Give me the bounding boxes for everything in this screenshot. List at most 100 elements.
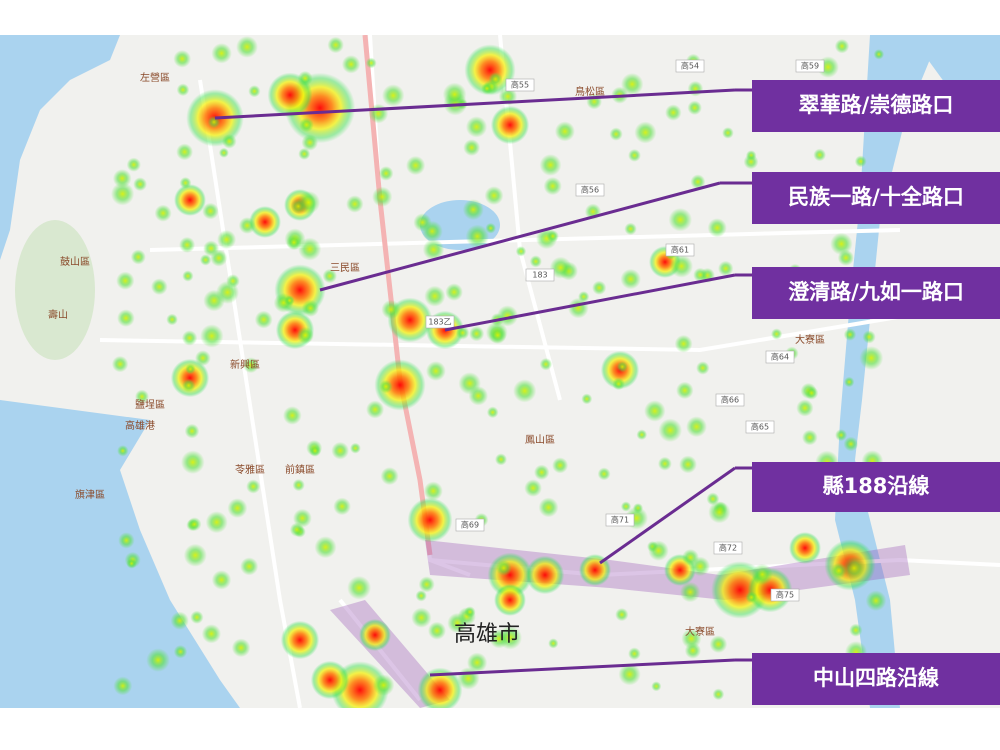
heat-spot	[243, 357, 259, 374]
heat-spot	[539, 358, 553, 371]
heat-spot	[117, 445, 129, 457]
heat-spot	[616, 361, 628, 373]
heat-spot	[534, 464, 550, 480]
heat-spot	[379, 380, 393, 394]
road-label: 183	[532, 271, 547, 280]
heat-spot	[628, 149, 641, 162]
heat-spot	[254, 310, 273, 329]
heat-spot	[873, 49, 885, 60]
road-sign	[605, 513, 635, 527]
heat-spot	[368, 103, 389, 124]
heat-spot	[154, 204, 172, 222]
heat-spot	[301, 299, 320, 317]
heat-spot	[413, 213, 432, 232]
callout-label: 中山四路沿線	[813, 666, 939, 690]
heat-spot	[581, 393, 593, 405]
district-label: 前鎮區	[285, 463, 315, 476]
district-label: 壽山	[48, 308, 68, 321]
heat-spot	[249, 206, 281, 238]
heat-spot	[347, 575, 371, 600]
heat-spot	[359, 619, 391, 651]
heat-spot	[374, 359, 426, 411]
heat-spot	[524, 479, 542, 497]
heat-spot	[184, 423, 200, 439]
heat-spot	[447, 612, 468, 634]
heat-spot	[378, 166, 394, 181]
road-sign	[665, 243, 695, 257]
heat-spot	[118, 532, 135, 549]
heat-spot	[708, 501, 731, 524]
heat-spot	[513, 379, 537, 403]
heat-spot	[174, 184, 206, 216]
heat-spot	[468, 386, 488, 406]
heat-spot	[170, 358, 210, 398]
road-sign	[455, 518, 485, 532]
district-label: 新興區	[230, 358, 260, 371]
heat-spot	[365, 57, 377, 69]
heat-spot	[112, 169, 132, 188]
heat-spot	[227, 498, 248, 518]
heat-spot	[485, 222, 497, 234]
callout-label: 民族一路/十全路口	[788, 185, 964, 209]
heat-spot	[854, 155, 867, 168]
heat-spot	[116, 271, 135, 290]
district-label: 高雄港	[125, 419, 155, 432]
heat-spot	[422, 238, 445, 261]
road-label: 高72	[719, 543, 737, 553]
road-sign	[745, 420, 775, 434]
heat-spot	[381, 299, 401, 320]
heat-spot	[498, 625, 522, 650]
heat-spot	[465, 224, 489, 248]
road-label: 高64	[771, 352, 789, 362]
road-sign	[765, 350, 795, 364]
heat-spot	[539, 154, 562, 176]
heat-spot	[231, 638, 251, 658]
heat-spot	[151, 278, 168, 296]
heat-spot	[707, 218, 727, 238]
heat-spot	[578, 291, 590, 303]
heat-spot	[670, 254, 693, 278]
sea	[0, 35, 120, 260]
heat-spot	[455, 326, 470, 340]
heat-spot	[546, 230, 559, 243]
district-label: 鳥松區	[575, 85, 605, 98]
heat-spot	[286, 234, 302, 251]
heat-spot	[597, 467, 611, 481]
heat-spot	[202, 202, 219, 220]
heat-spot	[624, 222, 637, 236]
heat-spot	[113, 676, 133, 696]
heat-spot	[648, 540, 669, 561]
heat-spot	[411, 607, 432, 628]
heat-spot	[199, 254, 212, 266]
heat-spot	[525, 555, 565, 595]
heat-spot	[331, 441, 350, 460]
heat-spot	[185, 363, 196, 375]
heat-spot	[298, 147, 311, 160]
heat-spot	[849, 623, 863, 637]
heat-spot	[176, 83, 190, 97]
heat-spot	[865, 590, 887, 611]
road-sign	[713, 541, 743, 555]
heat-spot	[380, 467, 399, 486]
heat-spot	[417, 667, 463, 708]
heat-spot	[628, 647, 641, 660]
heat-spot	[467, 652, 488, 673]
heat-spot	[173, 50, 191, 68]
road-label: 高59	[801, 61, 819, 71]
heat-spot	[529, 255, 542, 268]
heat-spot	[350, 442, 361, 454]
heat-spot	[481, 82, 493, 95]
heat-spot	[636, 429, 648, 441]
heat-spot	[372, 186, 393, 207]
callout-label: 縣188沿線	[823, 474, 930, 498]
heat-spot	[615, 608, 629, 622]
heat-layer	[111, 36, 887, 708]
heat-spot	[173, 645, 188, 659]
road-label: 高56	[581, 185, 599, 195]
heat-spot	[515, 246, 527, 257]
city-label: 高雄市	[454, 622, 520, 647]
heat-spot	[712, 688, 725, 701]
heat-spot	[687, 80, 704, 97]
road-sign	[675, 59, 705, 73]
